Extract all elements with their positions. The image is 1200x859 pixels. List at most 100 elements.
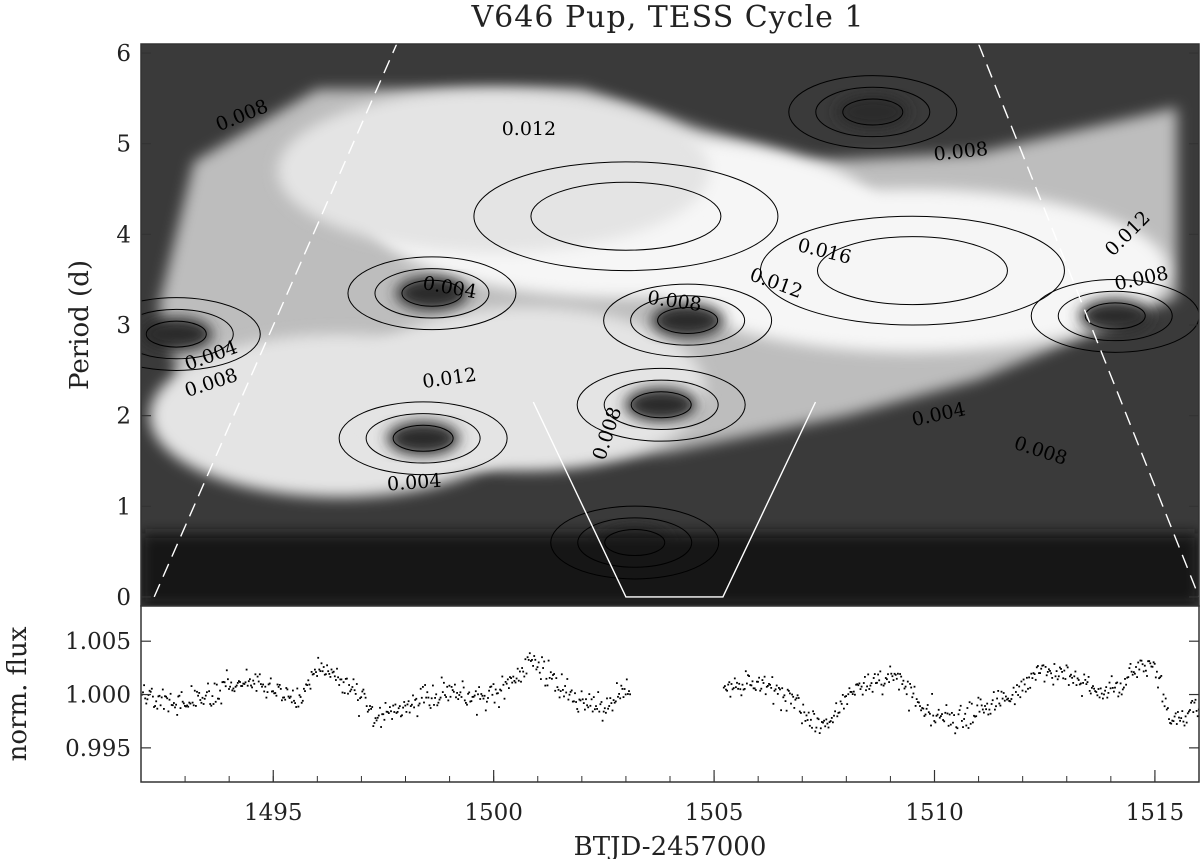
flux-point bbox=[386, 711, 389, 713]
flux-point bbox=[1116, 681, 1119, 684]
flux-point bbox=[992, 691, 995, 693]
flux-point bbox=[182, 702, 185, 705]
period-axis: 0 1 2 3 4 5 6 bbox=[116, 41, 1199, 611]
flux-point bbox=[168, 698, 171, 701]
flux-point bbox=[932, 714, 935, 717]
flux-point bbox=[416, 715, 419, 718]
flux-point bbox=[180, 691, 183, 693]
flux-point bbox=[1034, 678, 1037, 681]
flux-point bbox=[1062, 677, 1065, 680]
flux-point bbox=[754, 689, 757, 691]
flux-point bbox=[343, 692, 346, 694]
flux-point bbox=[450, 686, 453, 688]
flux-point bbox=[843, 707, 845, 710]
flux-point bbox=[893, 672, 896, 675]
flux-point bbox=[769, 683, 771, 686]
flux-point bbox=[912, 692, 915, 695]
flux-point bbox=[462, 686, 465, 689]
flux-point bbox=[178, 694, 181, 697]
flux-point bbox=[552, 674, 554, 676]
flux-point bbox=[725, 688, 727, 691]
flux-point bbox=[1123, 686, 1125, 689]
flux-point bbox=[817, 718, 820, 721]
flux-point bbox=[998, 702, 1001, 705]
contour-label: 0.012 bbox=[502, 118, 556, 140]
flux-point bbox=[837, 712, 840, 714]
flux-point bbox=[150, 687, 153, 690]
flux-point bbox=[785, 709, 788, 712]
flux-point bbox=[607, 707, 609, 710]
flux-point bbox=[214, 700, 217, 703]
power-trough bbox=[395, 276, 468, 311]
flux-point bbox=[197, 694, 199, 697]
flux-point bbox=[613, 701, 616, 704]
flux-point bbox=[167, 710, 170, 713]
flux-point bbox=[314, 668, 316, 671]
flux-point bbox=[1172, 720, 1175, 722]
flux-point bbox=[406, 703, 409, 706]
flux-point bbox=[582, 702, 585, 704]
coi-left-edge bbox=[153, 44, 398, 598]
contour-ring bbox=[630, 295, 746, 346]
flux-point bbox=[935, 714, 938, 717]
flux-point bbox=[531, 659, 533, 661]
flux-point bbox=[207, 682, 209, 685]
flux-point bbox=[576, 708, 579, 710]
flux-point bbox=[865, 689, 867, 692]
flux-point bbox=[193, 689, 196, 692]
flux-point bbox=[230, 681, 233, 684]
flux-point bbox=[804, 720, 807, 722]
flux-point bbox=[508, 687, 510, 689]
period-tick-label: 1 bbox=[116, 494, 131, 520]
flux-point bbox=[253, 682, 256, 685]
flux-point bbox=[765, 685, 768, 688]
low-period-noise bbox=[141, 533, 1199, 606]
flux-point bbox=[1021, 689, 1024, 692]
flux-point bbox=[505, 682, 508, 685]
flux-point bbox=[730, 683, 733, 685]
flux-point bbox=[722, 686, 725, 689]
flux-point bbox=[869, 684, 872, 687]
flux-point bbox=[966, 707, 969, 709]
flux-point bbox=[148, 689, 151, 692]
flux-point bbox=[1110, 675, 1113, 678]
flux-point bbox=[1137, 661, 1140, 664]
flux-point bbox=[801, 722, 803, 725]
contour-ring bbox=[576, 367, 746, 442]
flux-point bbox=[1114, 686, 1116, 689]
flux-point bbox=[1105, 686, 1108, 688]
flux-point bbox=[527, 659, 530, 661]
flux-point bbox=[497, 692, 499, 695]
flux-point bbox=[1007, 697, 1009, 700]
flux-point bbox=[1168, 718, 1170, 720]
flux-point bbox=[1125, 683, 1127, 686]
flux-point bbox=[395, 712, 398, 714]
flux-point bbox=[268, 682, 271, 685]
flux-point bbox=[780, 709, 782, 712]
flux-point bbox=[563, 695, 565, 698]
flux-point bbox=[535, 668, 538, 671]
flux-point bbox=[340, 678, 343, 681]
lightcurve-panel: 0.995 1.000 1.005 1495 1500 1505 1510 1515 nor… bbox=[3, 605, 1200, 859]
flux-point bbox=[588, 693, 591, 695]
flux-point bbox=[413, 706, 415, 709]
flux-point bbox=[864, 676, 866, 678]
flux-point bbox=[597, 691, 600, 693]
flux-point bbox=[1127, 676, 1130, 678]
flux-point bbox=[429, 707, 432, 709]
flux-point bbox=[480, 693, 483, 695]
flux-point bbox=[1071, 676, 1073, 679]
contour-lines bbox=[141, 75, 1199, 580]
flux-point bbox=[866, 685, 868, 688]
flux-point bbox=[396, 711, 399, 713]
flux-point bbox=[1157, 686, 1159, 689]
flux-point bbox=[814, 730, 817, 733]
flux-point bbox=[364, 696, 367, 699]
flux-point bbox=[611, 709, 614, 712]
flux-point bbox=[434, 697, 436, 699]
flux-point bbox=[612, 699, 615, 701]
flux-point bbox=[747, 674, 749, 677]
flux-point bbox=[224, 685, 227, 688]
flux-point bbox=[580, 690, 583, 693]
flux-point bbox=[244, 681, 247, 684]
